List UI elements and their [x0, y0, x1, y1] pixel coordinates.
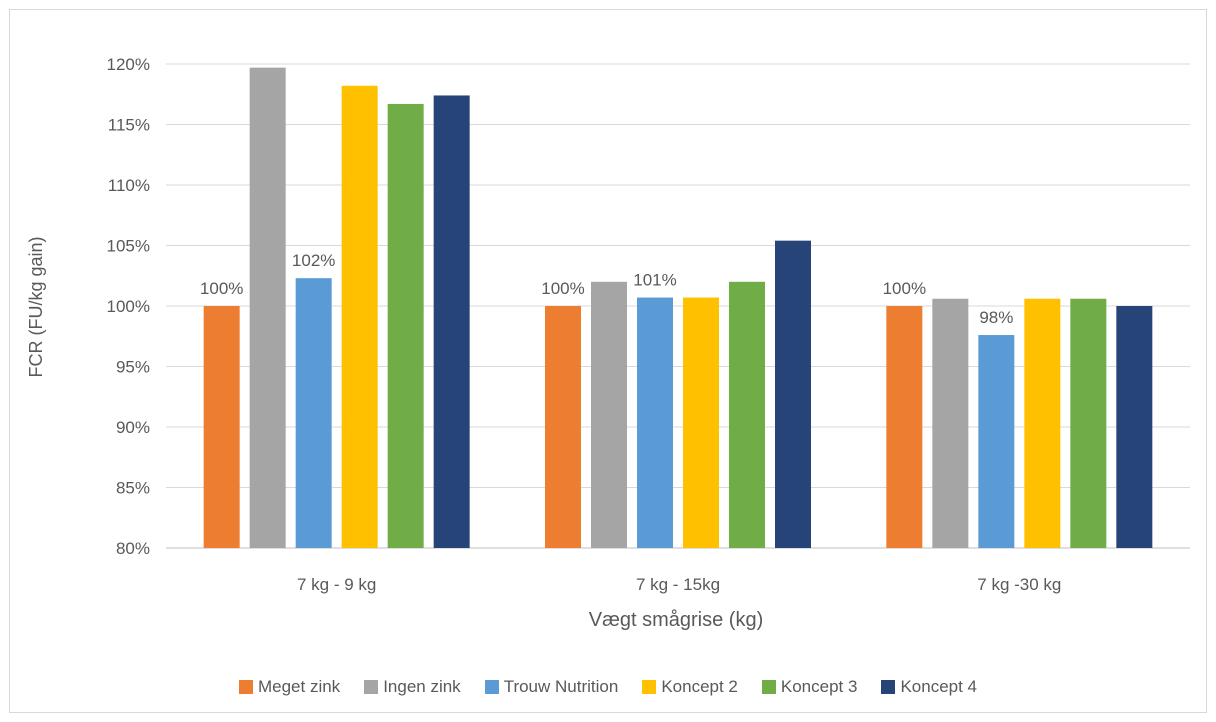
legend-label: Ingen zink	[383, 677, 461, 696]
y-tick-label: 80%	[116, 539, 150, 558]
bar	[203, 306, 240, 548]
x-tick-label: 7 kg - 15kg	[636, 575, 720, 594]
bar	[433, 95, 470, 549]
legend-item: Koncept 3	[761, 677, 858, 697]
legend-label: Trouw Nutrition	[503, 677, 619, 696]
data-label: 98%	[979, 308, 1013, 327]
y-tick-label: 110%	[108, 176, 150, 195]
x-tick-label: 7 kg -30 kg	[977, 575, 1061, 594]
bar	[591, 281, 627, 548]
x-axis-ticks: 7 kg - 9 kg 7 kg - 15kg 7 kg -30 kg	[297, 575, 1061, 594]
bar	[545, 306, 581, 548]
bar	[637, 297, 673, 548]
bar	[775, 240, 811, 548]
legend-item: Trouw Nutrition	[484, 677, 619, 697]
bar	[387, 103, 424, 549]
legend-swatch	[881, 680, 896, 694]
legend-label: Meget zink	[257, 677, 341, 696]
bar	[341, 85, 378, 548]
bar	[295, 278, 332, 548]
y-tick-label: 120%	[107, 55, 150, 74]
bar	[729, 281, 765, 548]
bar	[978, 335, 1015, 548]
y-axis-label: FCR (FU/kg gain)	[26, 236, 46, 377]
legend-item: Meget zink	[238, 677, 341, 697]
legend-swatch	[484, 680, 499, 694]
y-tick-label: 95%	[116, 358, 150, 377]
legend-item: Koncept 2	[642, 677, 738, 697]
bar	[249, 67, 286, 548]
bars	[203, 67, 1153, 549]
bar	[932, 298, 969, 548]
legend-swatch	[642, 680, 657, 694]
data-label: 102%	[292, 251, 335, 270]
legend-swatch	[238, 680, 253, 694]
legend-label: Koncept 2	[661, 677, 738, 696]
y-axis-ticks: 80% 85% 90% 95% 100% 105% 110% 115% 120%	[107, 55, 150, 558]
data-label: 101%	[633, 271, 676, 290]
bar	[886, 306, 923, 548]
legend-item: Ingen zink	[364, 677, 461, 697]
legend-label: Koncept 3	[780, 677, 858, 696]
data-label: 100%	[541, 279, 584, 298]
data-label: 100%	[200, 279, 243, 298]
bar	[1070, 298, 1107, 548]
legend-swatch	[364, 680, 379, 694]
bar	[683, 297, 719, 548]
x-tick-label: 7 kg - 9 kg	[297, 575, 376, 594]
y-tick-label: 85%	[116, 479, 150, 498]
legend-item: Koncept 4	[881, 677, 977, 697]
y-tick-label: 100%	[107, 297, 150, 316]
x-axis-label: Vægt smågrise (kg)	[589, 609, 764, 631]
data-label: 100%	[883, 279, 926, 298]
gridlines	[166, 63, 1190, 549]
bar-labels: 100% 102% 100% 101% 100% 98%	[200, 251, 1013, 327]
legend: Meget zink Ingen zink Trouw Nutrition Konce…	[0, 677, 1216, 697]
y-tick-label: 105%	[107, 237, 150, 256]
y-tick-label: 90%	[116, 418, 150, 437]
y-tick-label: 115%	[108, 116, 150, 135]
bar	[1116, 306, 1153, 548]
legend-swatch	[761, 680, 776, 694]
bar	[1024, 298, 1061, 548]
legend-label: Koncept 4	[900, 677, 978, 696]
